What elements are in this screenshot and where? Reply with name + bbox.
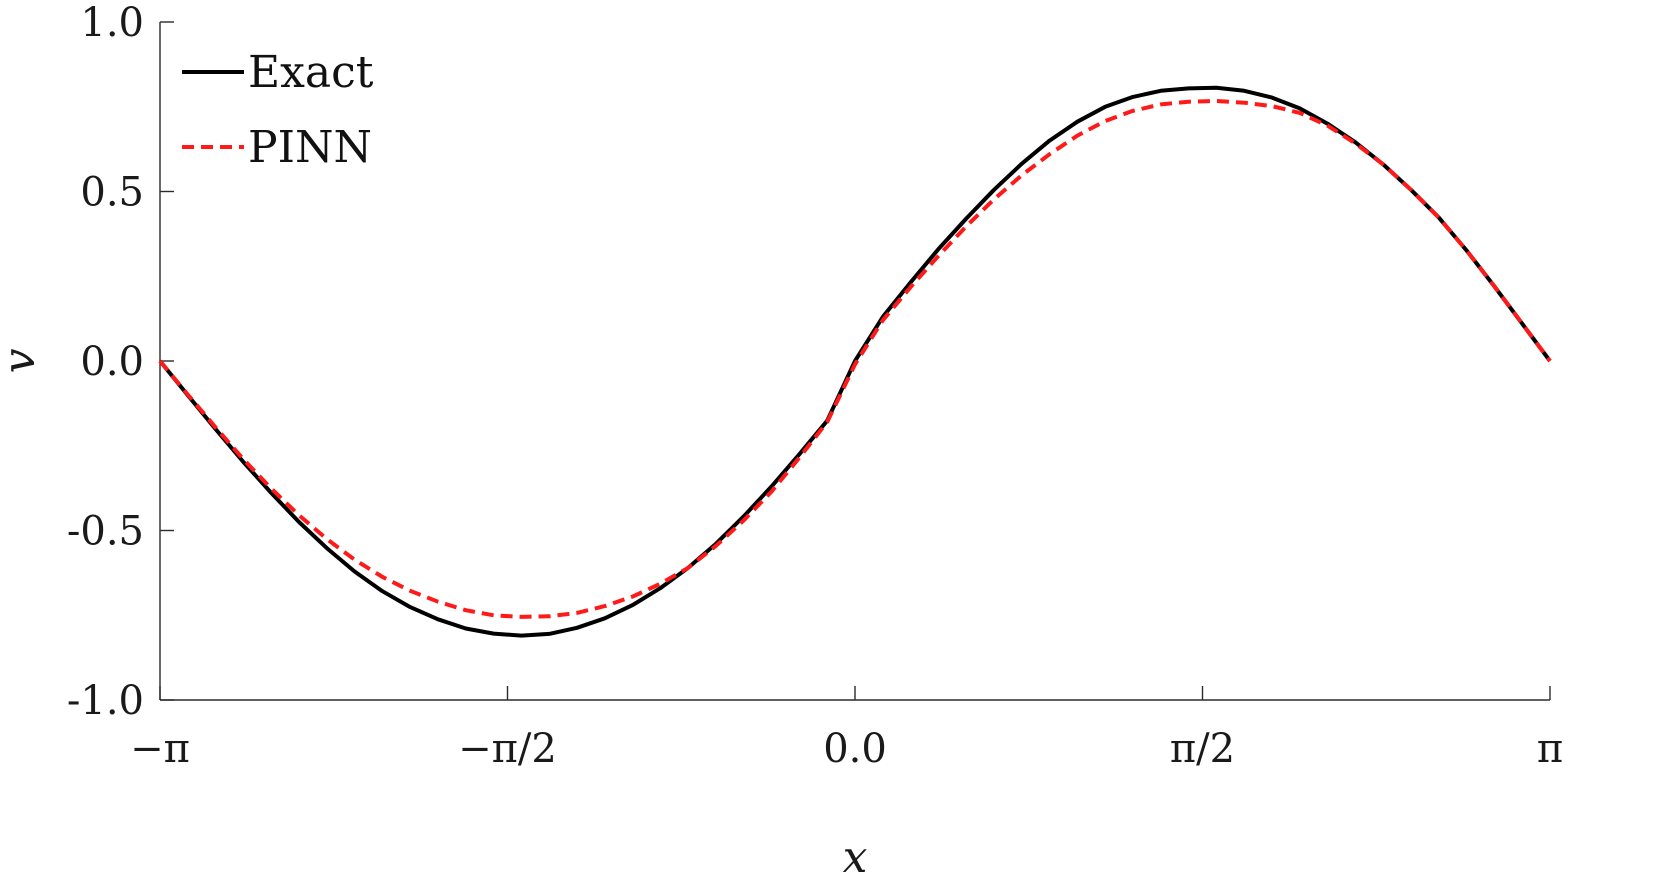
x-tick-label: π/2 (1170, 726, 1235, 772)
x-tick-label: −π (130, 726, 190, 772)
legend-label-exact: Exact (248, 47, 374, 98)
legend: Exact PINN (182, 47, 374, 173)
y-tick-label: -0.5 (67, 509, 144, 555)
x-tick-label: 0.0 (823, 726, 887, 772)
series-lines (158, 85, 1552, 638)
x-tick-label: −π/2 (458, 726, 557, 772)
x-tick-label: π (1537, 726, 1563, 772)
ticks: 1.0 0.5 0.0 -0.5 -1.0−π −π/2 0.0 π/2 π (67, 0, 1563, 772)
y-axis-label: v (0, 348, 45, 373)
legend-label-pinn: PINN (248, 122, 372, 173)
y-tick-label: 0.5 (80, 170, 144, 216)
y-tick-label: 0.0 (80, 339, 144, 385)
x-axis-label: x (843, 832, 868, 883)
y-tick-label: -1.0 (67, 678, 144, 724)
series-line-pinn (158, 99, 1552, 619)
y-tick-label: 1.0 (80, 0, 144, 46)
